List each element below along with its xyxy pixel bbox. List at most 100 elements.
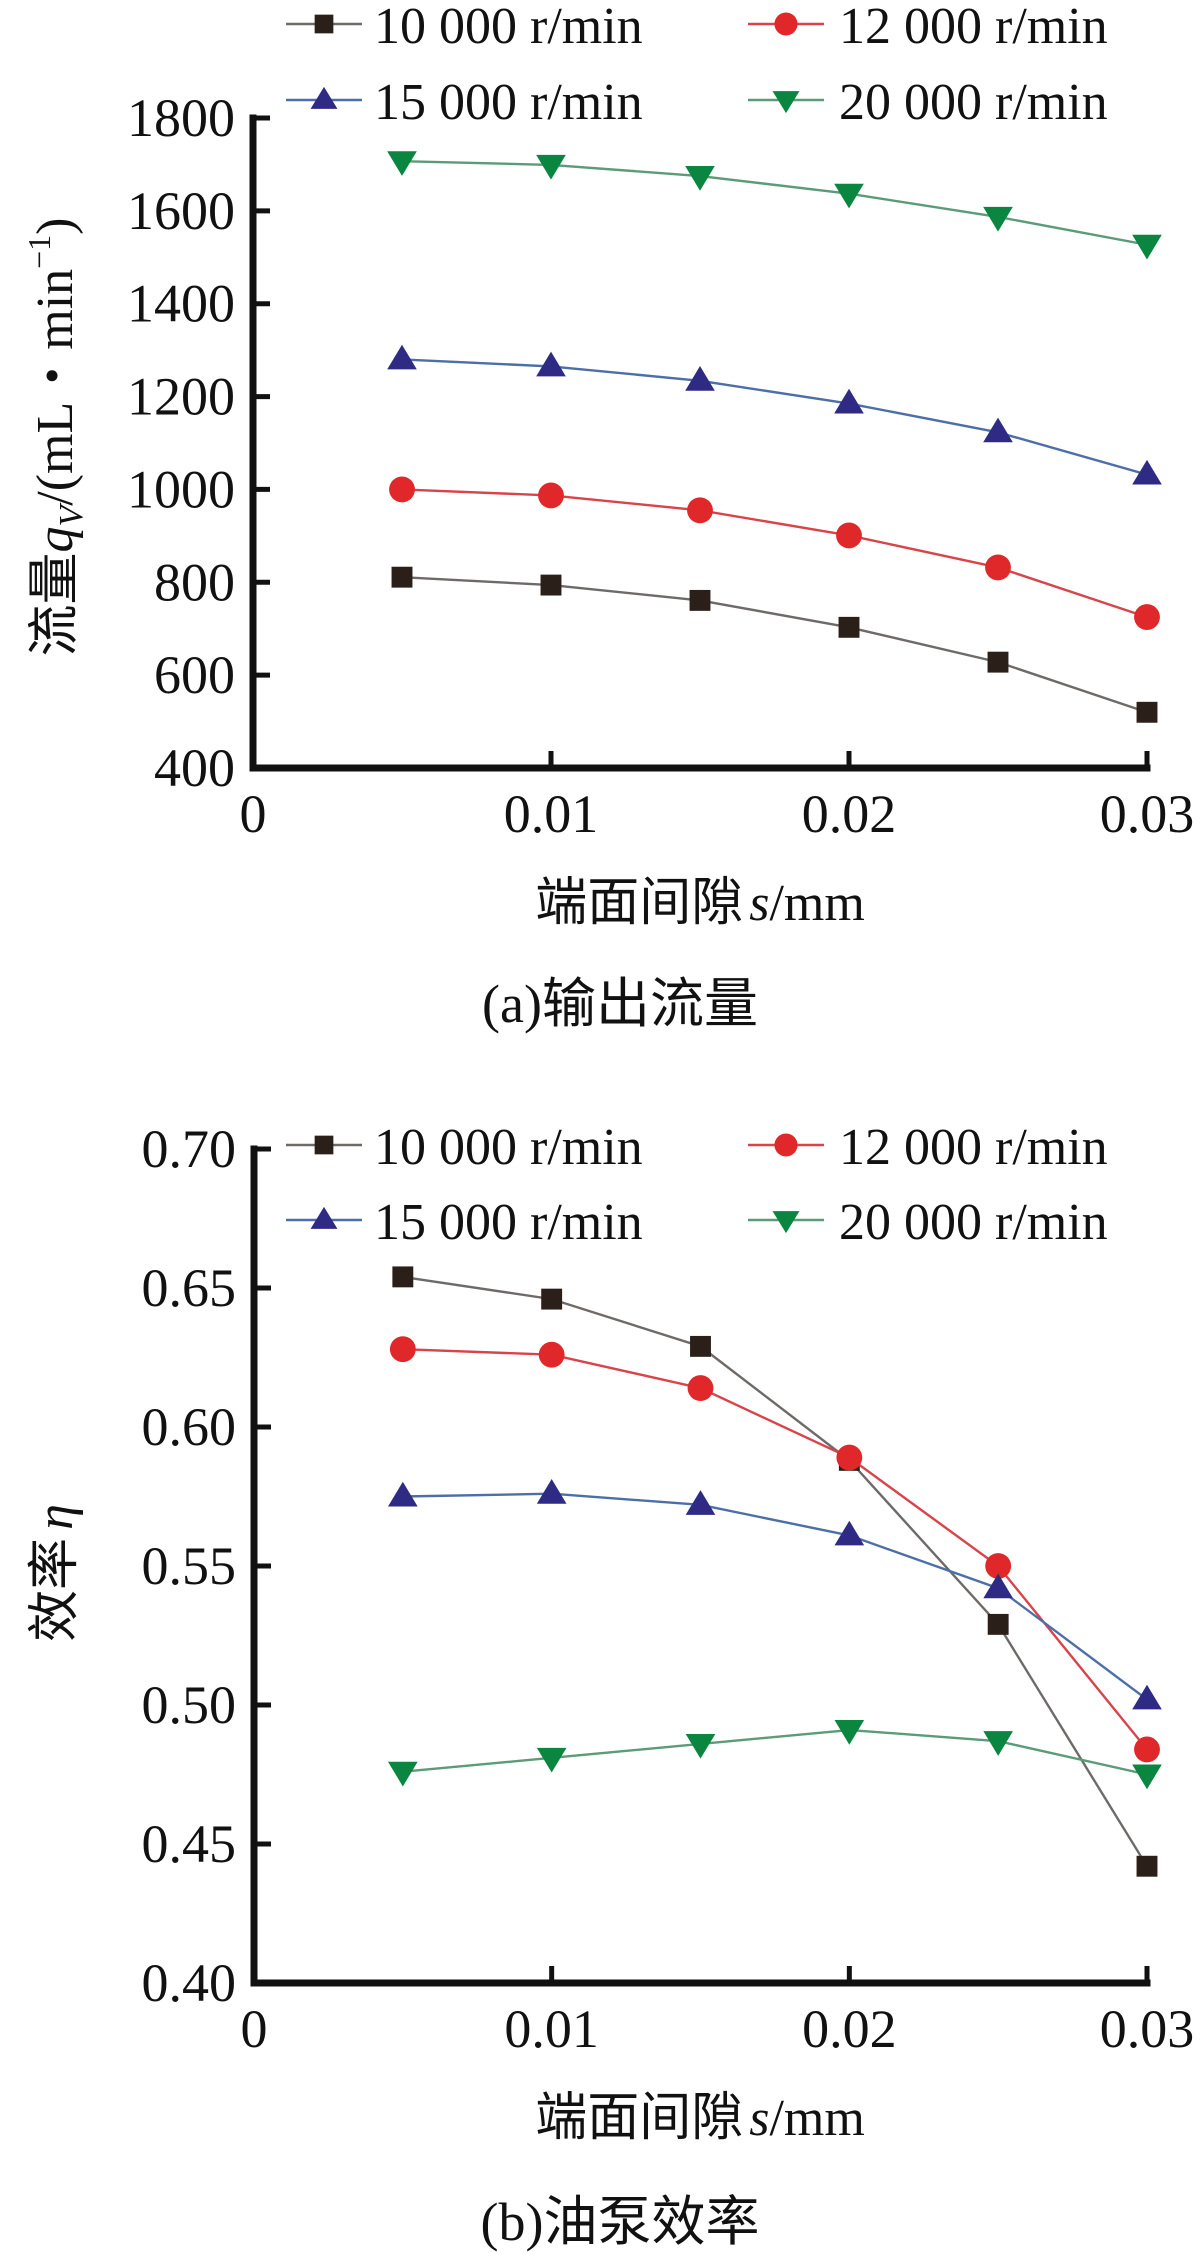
legend-label: 10 000 r/min — [374, 0, 643, 55]
x-tick-label: 0.03 — [1100, 784, 1195, 844]
caption-b: (b)油泵效率 — [481, 2192, 760, 2252]
data-point — [987, 651, 1009, 673]
series-line — [401, 159, 1148, 246]
y-tick-label: 400 — [154, 738, 235, 798]
series-line — [401, 575, 1148, 714]
data-point — [392, 1266, 414, 1288]
plot-area-b — [388, 1266, 1162, 1877]
legend-marker-icon — [774, 12, 798, 36]
y-axis-label-cn: 流量 — [27, 553, 84, 657]
legend-marker-icon — [310, 1206, 338, 1229]
y-tick-label: 0.65 — [142, 1258, 237, 1318]
data-point — [685, 1733, 716, 1759]
data-point — [1136, 701, 1158, 723]
series-15000 — [388, 1478, 1162, 1710]
x-tick-label: 0.02 — [802, 1999, 897, 2059]
legend-marker-icon — [314, 14, 334, 34]
x-axis-label-var: s — [749, 875, 769, 932]
data-point — [1134, 604, 1160, 631]
data-point — [983, 1573, 1013, 1599]
series-line — [401, 358, 1148, 476]
data-point — [685, 366, 715, 391]
legend-item: 10 000 r/min — [286, 0, 643, 55]
data-point — [985, 1553, 1012, 1579]
series-20000 — [388, 1720, 1162, 1790]
data-point — [834, 183, 864, 209]
legend-marker-icon — [772, 91, 800, 114]
y-axis-label-b: 效率 η — [27, 1504, 84, 1642]
y-tick-label: 1200 — [127, 367, 235, 427]
data-point — [836, 1444, 863, 1471]
legend-label: 20 000 r/min — [839, 1194, 1108, 1251]
data-point — [838, 616, 860, 638]
data-point — [536, 1747, 567, 1773]
data-point — [687, 497, 713, 524]
legend-label: 15 000 r/min — [374, 74, 643, 131]
series-12000 — [389, 476, 1160, 631]
y-axis-label-var: η — [27, 1504, 84, 1530]
x-axis-label-cn: 端面间隙 — [535, 2090, 743, 2147]
x-tick-label: 0.03 — [1100, 1999, 1195, 2059]
axes-b — [250, 1145, 1151, 1987]
data-point — [685, 166, 715, 191]
tick-labels-a: 400 600 800 1000 1200 1400 1600 1800 0 0.01 0.02 0.… — [127, 88, 1194, 844]
x-axis-label-unit: /mm — [769, 875, 864, 932]
legend-marker-icon — [310, 86, 338, 109]
caption-a: (a)输出流量 — [482, 974, 758, 1034]
y-tick-label: 0.40 — [142, 1953, 237, 2013]
data-point — [389, 1336, 416, 1363]
series-line — [402, 1728, 1148, 1776]
data-point — [387, 151, 417, 176]
data-point — [1134, 1736, 1160, 1763]
y-axis-label-a: 流量qV/(mL・min−1) — [21, 217, 90, 656]
legend-item: 12 000 r/min — [748, 0, 1108, 55]
y-axis-label-sup: −1 — [21, 235, 57, 269]
legend-item: 15 000 r/min — [286, 74, 643, 131]
data-point — [983, 1731, 1013, 1756]
y-axis-label-close: ) — [27, 217, 84, 234]
data-point — [836, 522, 862, 549]
data-point — [985, 554, 1011, 581]
series-line — [402, 1347, 1148, 1751]
y-tick-label: 1600 — [127, 181, 235, 241]
data-point — [387, 344, 417, 370]
data-point — [1132, 459, 1162, 485]
data-point — [1132, 234, 1162, 260]
legend-item: 20 000 r/min — [748, 1194, 1108, 1251]
x-axis-label-unit: /mm — [769, 2090, 864, 2147]
y-tick-label: 1400 — [127, 274, 235, 334]
y-tick-label: 1800 — [127, 88, 235, 148]
data-point — [538, 1341, 565, 1368]
series-line — [402, 1275, 1149, 1867]
data-point — [536, 351, 566, 377]
x-axis-label-b: 端面间隙 s/mm — [535, 2090, 865, 2147]
data-point — [536, 1478, 567, 1504]
legend-item: 20 000 r/min — [748, 74, 1108, 131]
tick-labels-b: 0.40 0.45 0.50 0.55 0.60 0.65 0.70 0 0.01 0.02 0.0… — [142, 1119, 1195, 2059]
legend-label: 12 000 r/min — [839, 1119, 1108, 1176]
legend-item: 15 000 r/min — [286, 1194, 643, 1251]
y-tick-label: 0.70 — [142, 1119, 237, 1179]
data-point — [687, 1375, 714, 1401]
series-10000 — [391, 566, 1158, 723]
data-point — [391, 566, 413, 588]
y-tick-label: 800 — [154, 552, 235, 612]
legend-label: 15 000 r/min — [374, 1194, 643, 1251]
data-point — [983, 206, 1013, 232]
data-point — [540, 574, 562, 596]
y-tick-label: 1000 — [127, 459, 235, 519]
y-tick-label: 600 — [154, 645, 235, 705]
legend-marker-icon — [774, 1133, 798, 1157]
legend-label: 10 000 r/min — [374, 1119, 643, 1176]
data-point — [987, 1613, 1009, 1635]
legend-a: 10 000 r/min 12 000 r/min 15 000 r/min 20 0… — [286, 0, 1108, 131]
plot-area-a — [387, 151, 1162, 723]
data-point — [983, 417, 1013, 443]
x-axis-label-var: s — [749, 2090, 769, 2147]
x-tick-label: 0.02 — [802, 784, 897, 844]
series-15000 — [387, 344, 1162, 485]
series-10000 — [392, 1266, 1158, 1877]
data-point — [536, 154, 566, 180]
legend-label: 12 000 r/min — [839, 0, 1108, 55]
y-tick-label: 0.45 — [142, 1814, 237, 1874]
